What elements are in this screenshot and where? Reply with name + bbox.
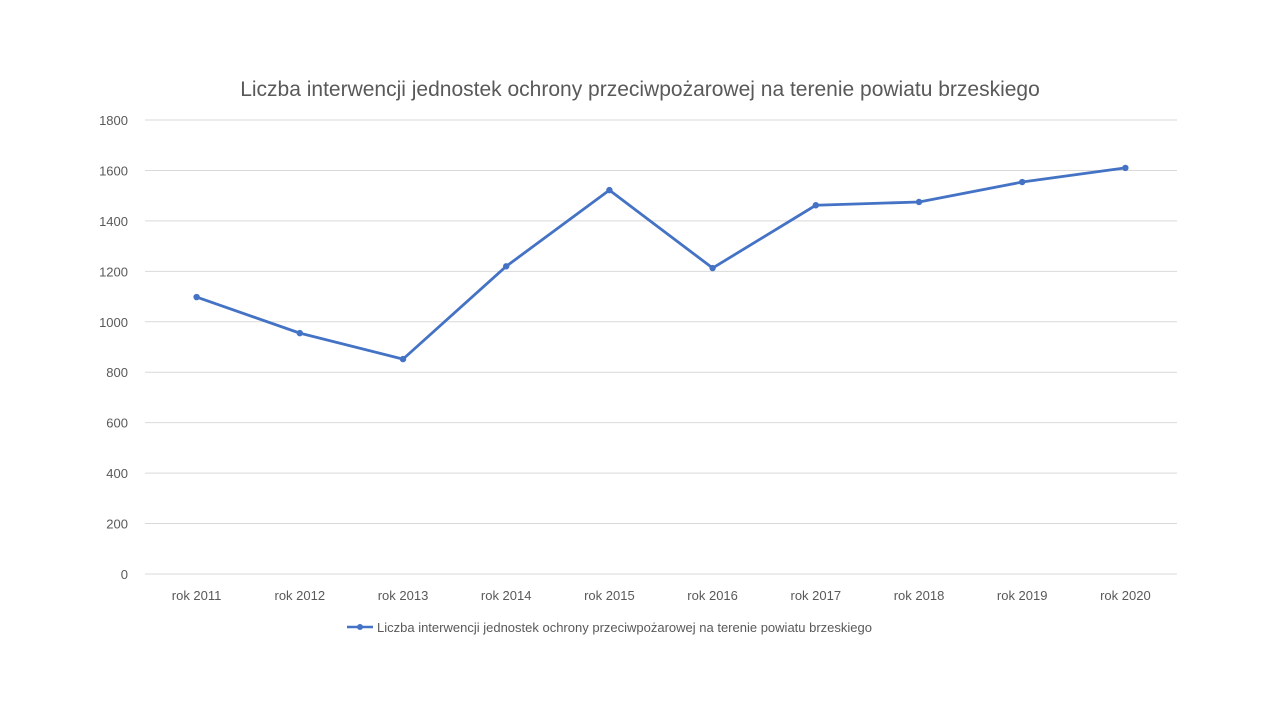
x-tick-label: rok 2016 (687, 588, 738, 603)
data-point (606, 186, 613, 194)
data-point (915, 198, 923, 206)
legend-marker (357, 624, 363, 630)
y-tick-label: 1200 (99, 264, 128, 279)
y-tick-label: 200 (106, 517, 128, 532)
y-tick-label: 600 (106, 416, 128, 431)
data-point (296, 329, 303, 337)
y-tick-label: 1800 (99, 113, 128, 128)
legend: Liczba interwencji jednostek ochrony prz… (347, 620, 872, 635)
data-point (709, 264, 716, 272)
x-tick-label: rok 2014 (481, 588, 532, 603)
y-tick-label: 1400 (99, 214, 128, 229)
legend-label: Liczba interwencji jednostek ochrony prz… (377, 620, 872, 635)
x-tick-label: rok 2017 (791, 588, 842, 603)
x-tick-label: rok 2013 (378, 588, 429, 603)
y-tick-label: 1600 (99, 163, 128, 178)
y-tick-label: 400 (106, 466, 128, 481)
x-tick-label: rok 2019 (997, 588, 1048, 603)
data-point (1019, 178, 1026, 186)
data-point (1122, 164, 1129, 172)
series-line (196, 166, 1126, 361)
x-tick-label: rok 2015 (584, 588, 635, 603)
y-tick-label: 1000 (99, 315, 128, 330)
data-point (812, 202, 819, 209)
data-point (399, 355, 407, 363)
data-point (503, 263, 510, 270)
x-tick-label: rok 2011 (172, 588, 222, 603)
x-tick-label: rok 2018 (894, 588, 945, 603)
x-tick-label: rok 2012 (275, 588, 326, 603)
x-tick-label: rok 2020 (1100, 588, 1151, 603)
y-tick-label: 0 (121, 567, 128, 582)
data-point (193, 293, 200, 301)
chart-title: Liczba interwencji jednostek ochrony prz… (240, 78, 1040, 101)
y-tick-label: 800 (106, 365, 128, 380)
